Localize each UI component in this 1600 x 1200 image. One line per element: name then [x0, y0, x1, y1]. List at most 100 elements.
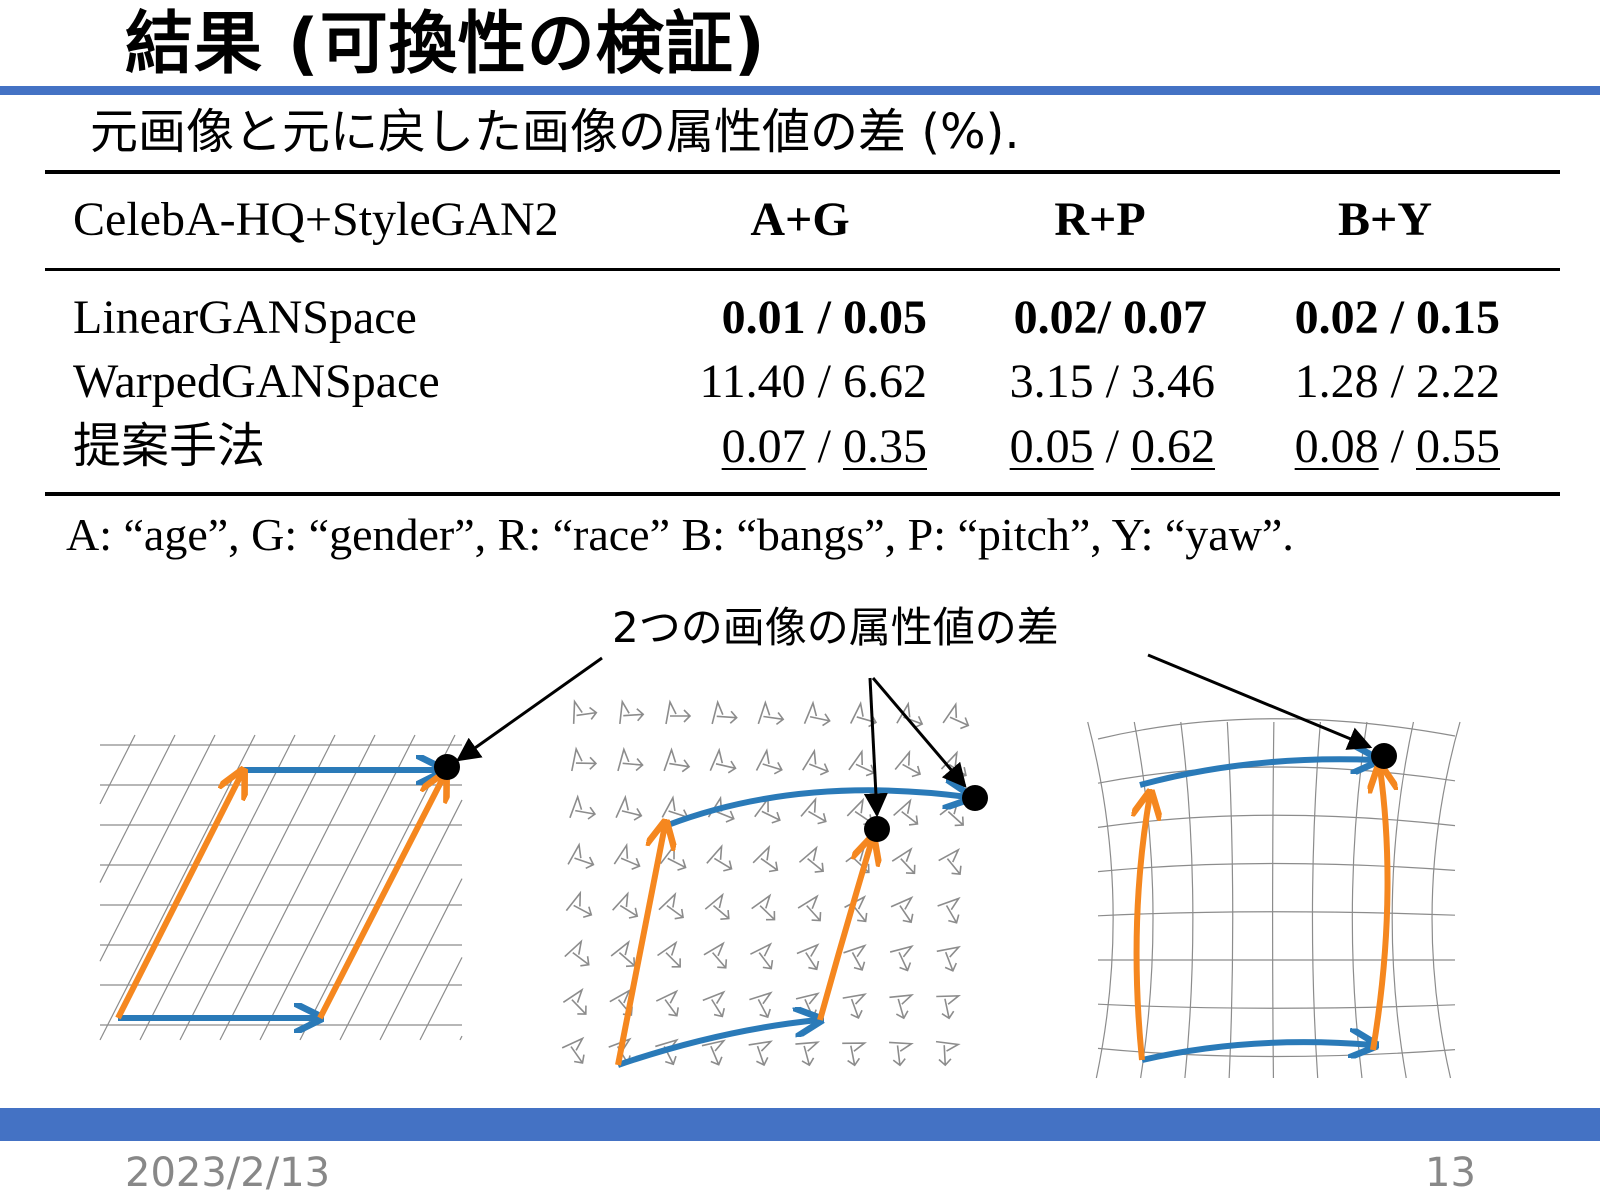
table-top-rule: [45, 170, 1560, 174]
arrow-glyph-icon: [567, 842, 595, 870]
grid-line: [1271, 721, 1275, 1079]
grid-line: [1180, 721, 1194, 1079]
dot-icon: [1371, 743, 1397, 769]
arrow-glyph-icon: [750, 942, 774, 970]
arrow-glyph-icon: [938, 847, 962, 876]
grid-line: [1391, 721, 1415, 1079]
table-cell: 1.28 / 2.22: [1294, 355, 1500, 408]
grid-line: [1097, 718, 1456, 740]
arrow-glyph-icon: [571, 746, 598, 772]
blue-arrow: [666, 790, 968, 828]
blue-arrow: [1141, 1042, 1373, 1063]
arrow-glyph-icon: [663, 747, 691, 773]
arrow-glyph-icon: [619, 699, 645, 725]
arrow-glyph-icon: [615, 794, 643, 821]
grid-line: [1133, 721, 1154, 1079]
grid-line: [1087, 721, 1114, 1079]
arrow-glyph-icon: [893, 798, 919, 826]
grid-line: [1097, 814, 1456, 828]
table-header-ag: A+G: [750, 193, 850, 246]
arrow-glyph-icon: [658, 892, 684, 920]
arrow-glyph-icon: [935, 1040, 961, 1067]
arrow-glyph-icon: [755, 748, 783, 775]
table-header-rp: R+P: [1054, 193, 1146, 246]
arrow-glyph-icon: [709, 747, 737, 774]
arrow-glyph-icon: [704, 892, 730, 921]
arrow-glyph-icon: [757, 700, 785, 726]
figure-callout-label: 2つの画像の属性値の差: [612, 603, 1059, 652]
arrow-glyph-icon: [889, 994, 915, 1020]
grid-line: [219, 734, 376, 1041]
grid-line: [1097, 766, 1456, 784]
arrow-glyph-icon: [569, 794, 597, 820]
arrow-glyph-icon: [657, 940, 681, 968]
arrow-glyph-icon: [797, 894, 822, 922]
blue-arrow: [617, 1020, 818, 1068]
arrow-glyph-icon: [800, 796, 827, 825]
table-footnote: A: “age”, G: “gender”, R: “race” B: “ban…: [66, 509, 1294, 560]
grid-line: [1351, 721, 1368, 1079]
table-bottom-rule: [45, 492, 1560, 496]
warped-field-figure: [561, 699, 988, 1068]
page-number: 13: [1425, 1150, 1476, 1196]
arrow-glyph-icon: [942, 702, 970, 730]
grid-line: [179, 734, 336, 1041]
proposed-curved-grid-figure: [1087, 718, 1461, 1079]
arrow-glyph-icon: [564, 939, 590, 967]
arrow-glyph-icon: [706, 844, 733, 872]
grid-line: [1311, 721, 1321, 1079]
arrow-glyph-icon: [803, 700, 831, 727]
footer-date: 2023/2/13: [125, 1150, 331, 1196]
arrow-glyph-icon: [894, 749, 922, 778]
table-cell: 0.05 / 0.62: [1009, 420, 1215, 473]
table-row-method: WarpedGANSpace: [73, 355, 440, 408]
arrow-glyph-icon: [891, 847, 916, 875]
slide-subtitle: 元画像と元に戻した画像の属性値の差 (%).: [90, 104, 1020, 160]
table-cell: 11.40 / 6.62: [699, 355, 927, 408]
arrow-glyph-icon: [749, 991, 773, 1019]
arrow-glyph-icon: [562, 987, 587, 1015]
table-cell: 0.08 / 0.55: [1294, 420, 1500, 473]
grid-line: [1226, 721, 1234, 1079]
orange-arrow: [1137, 795, 1150, 1061]
arrow-glyph-icon: [617, 746, 644, 772]
table-header-rule: [45, 268, 1560, 271]
arrow-glyph-icon: [842, 993, 867, 1019]
grid-line: [139, 734, 296, 1041]
arrow-glyph-icon: [665, 699, 692, 725]
arrow-glyph-icon: [796, 943, 820, 971]
grid-line: [419, 957, 463, 1041]
grid-line: [99, 734, 176, 883]
arrow-glyph-icon: [752, 844, 779, 873]
arrow-glyph-icon: [751, 893, 776, 921]
arrow-glyph-icon: [936, 945, 961, 972]
arrow-glyph-icon: [659, 843, 687, 871]
footer-accent-bar: [0, 1108, 1600, 1141]
blue-arrow: [1139, 759, 1375, 788]
grid-line: [1431, 721, 1461, 1079]
grid-line: [99, 734, 216, 962]
table-cell: 0.02 / 0.15: [1294, 291, 1500, 344]
arrow-glyph-icon: [561, 1036, 585, 1064]
page-title: 結果 (可換性の検証): [125, 5, 766, 84]
arrow-glyph-icon: [842, 1042, 867, 1067]
callout-pointers: [456, 653, 1373, 818]
orange-arrow: [1373, 768, 1388, 1051]
dot-icon: [864, 816, 890, 842]
arrow-glyph-icon: [890, 896, 914, 924]
arrow-glyph-icon: [613, 842, 641, 870]
grid-line: [99, 734, 256, 1041]
arrow-glyph-icon: [937, 896, 961, 924]
table-row-method: LinearGANSpace: [73, 291, 417, 344]
arrow-glyph-icon: [565, 890, 593, 919]
grid-line: [259, 734, 416, 1041]
arrow-glyph-icon: [936, 994, 961, 1020]
arrow-glyph-icon: [795, 1041, 821, 1067]
grid-line: [1097, 911, 1456, 917]
arrow-glyph-icon: [889, 1041, 914, 1067]
dot-icon: [434, 754, 460, 780]
arrow-glyph-icon: [703, 941, 728, 969]
header-accent-bar: [0, 86, 1600, 95]
table-cell: 0.07 / 0.35: [721, 420, 927, 473]
